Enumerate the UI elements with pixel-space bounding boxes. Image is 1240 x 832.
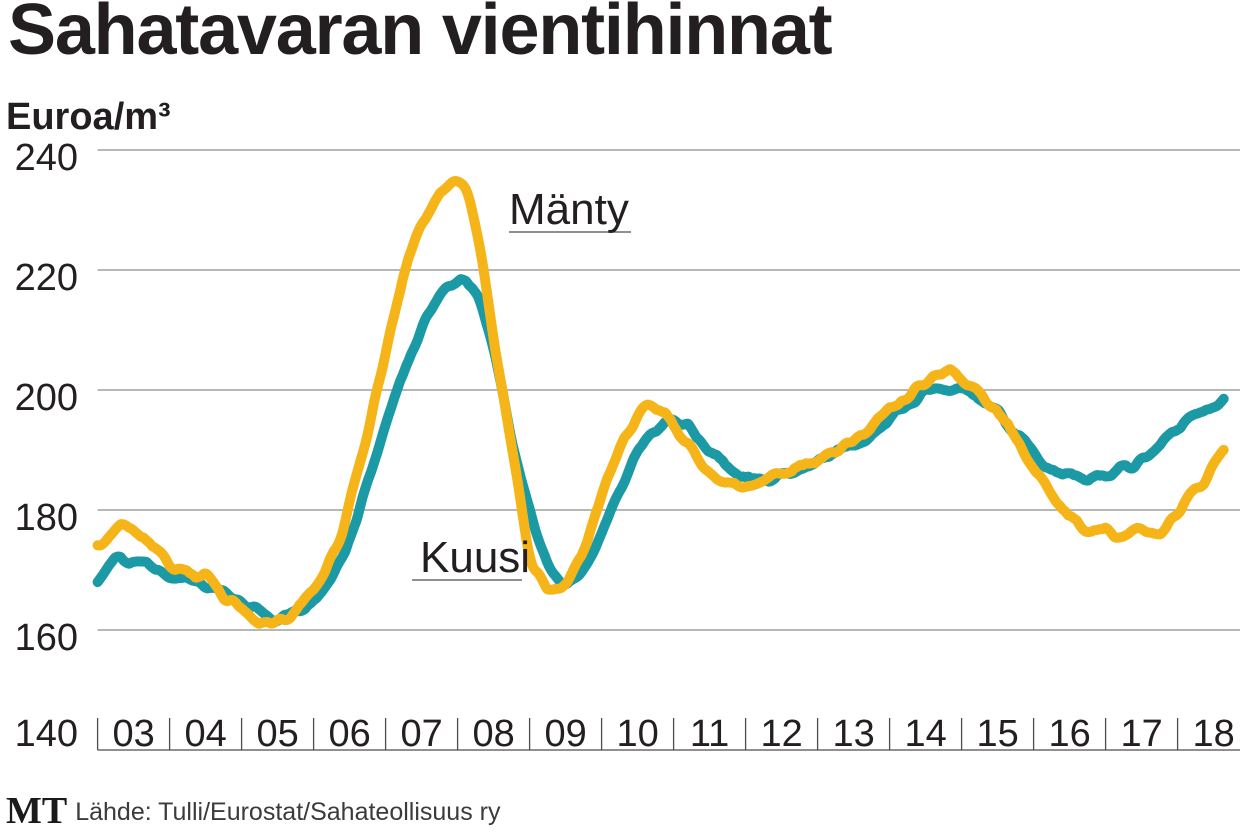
svg-text:180: 180 (15, 497, 78, 539)
svg-text:09: 09 (544, 713, 586, 755)
svg-text:12: 12 (760, 713, 802, 755)
svg-text:04: 04 (184, 713, 226, 755)
svg-text:200: 200 (15, 377, 78, 419)
svg-text:Mänty: Mänty (509, 185, 629, 234)
svg-text:14: 14 (904, 713, 946, 755)
svg-text:Kuusi: Kuusi (420, 533, 530, 582)
svg-text:15: 15 (976, 713, 1018, 755)
svg-text:11: 11 (690, 713, 729, 755)
svg-text:160: 160 (15, 617, 78, 659)
svg-text:03: 03 (112, 713, 154, 755)
svg-text:240: 240 (15, 137, 78, 179)
svg-text:16: 16 (1048, 713, 1090, 755)
svg-text:06: 06 (328, 713, 370, 755)
svg-text:08: 08 (472, 713, 514, 755)
svg-text:18: 18 (1192, 713, 1234, 755)
svg-text:13: 13 (832, 713, 874, 755)
svg-text:10: 10 (616, 713, 658, 755)
svg-text:07: 07 (400, 713, 442, 755)
svg-text:17: 17 (1120, 713, 1162, 755)
svg-text:05: 05 (256, 713, 298, 755)
svg-text:220: 220 (15, 257, 78, 299)
svg-text:140: 140 (15, 713, 78, 755)
